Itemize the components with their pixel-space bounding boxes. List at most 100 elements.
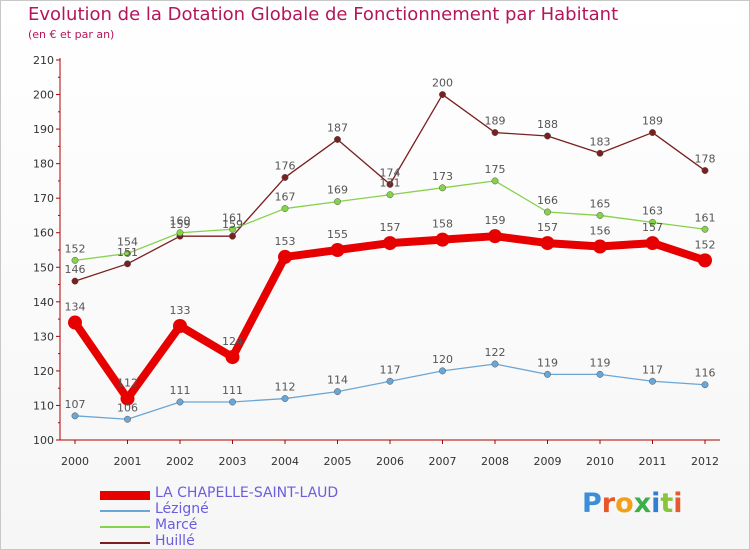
data-point-huill- xyxy=(386,180,394,188)
logo-letter: x xyxy=(633,488,652,519)
data-point-la-chapelle-saint-laud xyxy=(173,319,187,333)
data-label: 154 xyxy=(117,235,138,248)
legend-label: Huillé xyxy=(155,533,195,549)
logo-letter: o xyxy=(615,488,634,519)
data-point-marc- xyxy=(229,225,236,233)
data-label: 117 xyxy=(380,363,401,376)
data-point-marc- xyxy=(176,229,184,237)
data-label: 120 xyxy=(432,353,453,366)
data-point-l-zign- xyxy=(229,398,236,406)
data-point-l-zign- xyxy=(649,377,656,385)
y-tick-label: 180 xyxy=(33,158,54,171)
data-label: 160 xyxy=(170,215,191,228)
data-label: 146 xyxy=(65,263,86,276)
logo-letter: P xyxy=(582,488,602,519)
data-label: 153 xyxy=(275,235,296,248)
x-tick-label: 2011 xyxy=(639,455,667,468)
data-label: 175 xyxy=(485,163,506,176)
data-point-l-zign- xyxy=(281,395,289,402)
x-tick-label: 2009 xyxy=(534,455,562,468)
data-label: 152 xyxy=(695,238,716,251)
data-label: 134 xyxy=(65,301,86,314)
data-point-huill- xyxy=(229,232,236,240)
legend-swatch xyxy=(100,526,150,528)
data-label: 133 xyxy=(170,304,191,317)
data-label: 157 xyxy=(537,221,558,234)
data-point-la-chapelle-saint-laud xyxy=(593,239,607,254)
data-label: 122 xyxy=(485,346,506,359)
data-point-l-zign- xyxy=(71,412,79,420)
data-point-l-zign- xyxy=(544,370,551,378)
data-point-l-zign- xyxy=(491,360,499,368)
data-point-marc- xyxy=(701,225,709,233)
data-label: 114 xyxy=(327,374,348,387)
data-label: 189 xyxy=(642,115,663,128)
x-tick-label: 2004 xyxy=(271,455,299,468)
data-point-l-zign- xyxy=(701,381,709,389)
data-label: 159 xyxy=(485,214,506,227)
y-tick-label: 140 xyxy=(33,296,54,309)
data-label: 117 xyxy=(642,363,663,376)
x-tick-label: 2007 xyxy=(429,455,457,468)
y-tick-label: 110 xyxy=(33,399,54,412)
x-tick-label: 2010 xyxy=(586,455,614,468)
data-label: 119 xyxy=(537,356,558,369)
x-tick-label: 2002 xyxy=(166,455,194,468)
proxiti-logo: Proxiti xyxy=(582,488,683,519)
y-tick-label: 130 xyxy=(33,330,54,343)
legend-label: Lézigné xyxy=(155,501,209,517)
data-point-la-chapelle-saint-laud xyxy=(330,243,345,257)
data-point-l-zign- xyxy=(439,367,446,375)
data-label: 124 xyxy=(222,335,243,348)
data-label: 112 xyxy=(117,377,138,390)
data-label: 173 xyxy=(432,170,453,183)
data-point-marc- xyxy=(281,205,289,212)
data-label: 155 xyxy=(327,228,348,241)
logo-letter: t xyxy=(660,488,674,519)
y-tick-label: 170 xyxy=(33,192,54,205)
data-label: 178 xyxy=(695,153,716,166)
y-tick-label: 120 xyxy=(33,365,54,378)
data-point-la-chapelle-saint-laud xyxy=(488,229,502,244)
data-label: 116 xyxy=(695,367,716,380)
data-point-l-zign- xyxy=(334,388,341,396)
data-point-huill- xyxy=(124,260,131,268)
data-point-l-zign- xyxy=(124,415,131,423)
chart-axes: 100 110 120 130 140 150 160 170 180 190 200 210 2000… xyxy=(33,54,720,468)
data-label: 174 xyxy=(380,166,401,179)
data-label: 200 xyxy=(432,77,453,90)
data-label: 169 xyxy=(327,184,348,197)
data-point-marc- xyxy=(334,198,341,206)
data-label: 163 xyxy=(642,204,663,217)
data-point-la-chapelle-saint-laud xyxy=(383,236,397,251)
data-point-la-chapelle-saint-laud xyxy=(68,315,82,330)
data-point-marc- xyxy=(71,256,79,264)
data-label: 158 xyxy=(432,218,453,231)
x-tick-label: 2012 xyxy=(691,455,719,468)
data-label: 107 xyxy=(65,398,86,411)
data-label: 111 xyxy=(222,384,243,397)
data-point-la-chapelle-saint-laud xyxy=(698,253,712,268)
data-point-l-zign- xyxy=(596,370,604,378)
legend-swatch xyxy=(100,510,150,512)
legend-swatch xyxy=(100,542,150,544)
data-point-la-chapelle-saint-laud xyxy=(540,236,555,251)
data-label: 157 xyxy=(380,221,401,234)
data-label: 189 xyxy=(485,115,506,128)
y-tick-label: 160 xyxy=(33,227,54,240)
data-point-la-chapelle-saint-laud xyxy=(435,232,450,247)
data-label: 151 xyxy=(117,246,138,259)
data-point-marc- xyxy=(596,212,604,219)
data-point-huill- xyxy=(544,132,551,140)
data-point-marc- xyxy=(124,250,131,257)
data-label: 161 xyxy=(222,211,243,224)
data-label: 165 xyxy=(590,197,611,210)
x-tick-label: 2005 xyxy=(324,455,352,468)
data-point-huill- xyxy=(439,91,446,98)
data-label: 106 xyxy=(117,401,138,414)
x-tick-label: 2003 xyxy=(219,455,247,468)
data-point-l-zign- xyxy=(386,377,394,385)
data-label: 152 xyxy=(65,242,86,255)
y-tick-label: 100 xyxy=(33,434,54,447)
